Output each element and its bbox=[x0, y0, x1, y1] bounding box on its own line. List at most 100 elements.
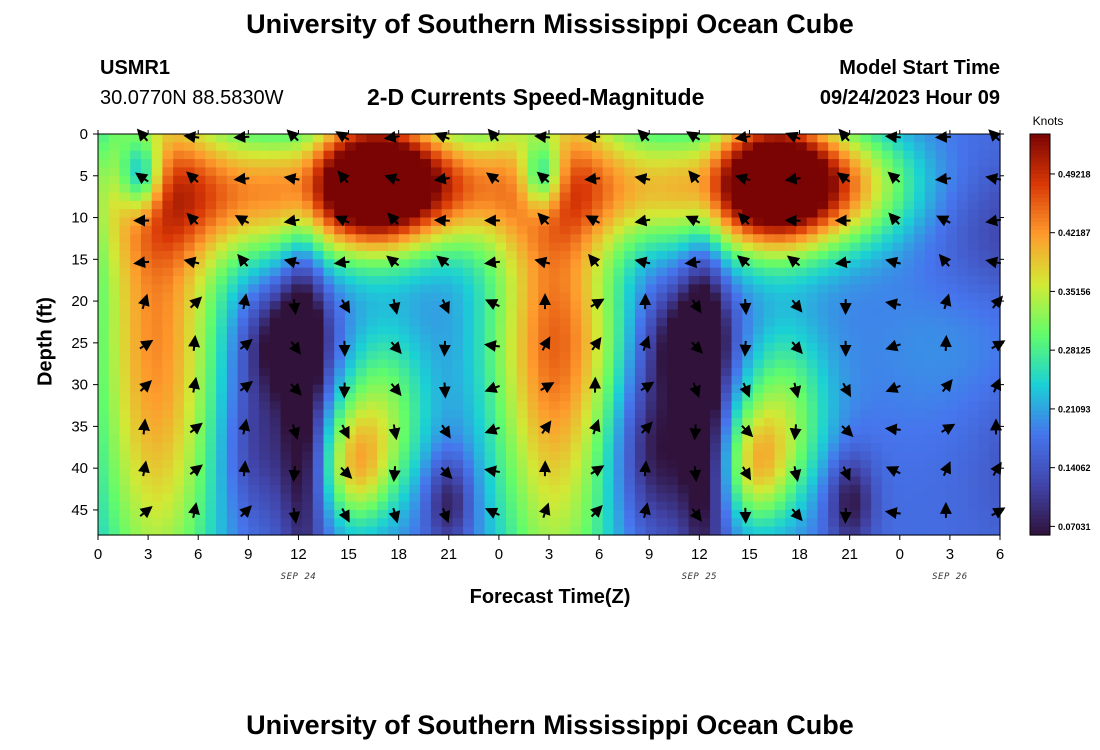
heatmap-cell bbox=[892, 484, 904, 494]
colorbar-segment bbox=[1030, 354, 1050, 360]
heatmap-cell bbox=[506, 234, 518, 244]
heatmap-cell bbox=[613, 468, 625, 478]
heatmap-cell bbox=[806, 384, 819, 394]
heatmap-cell bbox=[194, 284, 206, 294]
heatmap-cell bbox=[506, 217, 518, 227]
heatmap-cell bbox=[967, 451, 980, 461]
heatmap-cell bbox=[613, 401, 625, 411]
heatmap-cell bbox=[978, 317, 990, 327]
heatmap-cell bbox=[430, 259, 443, 269]
heatmap-cell bbox=[624, 326, 636, 336]
heatmap-cell bbox=[248, 234, 260, 244]
heatmap-cell bbox=[924, 376, 937, 386]
heatmap-cell bbox=[516, 476, 529, 486]
heatmap-cell bbox=[194, 242, 206, 252]
heatmap-cell bbox=[441, 242, 453, 252]
heatmap-cell bbox=[226, 334, 239, 344]
heatmap-cell bbox=[140, 418, 153, 427]
heatmap-cell bbox=[151, 451, 164, 461]
heatmap-cell bbox=[817, 501, 829, 511]
heatmap-cell bbox=[763, 167, 776, 177]
heatmap-cell bbox=[785, 167, 797, 177]
heatmap-cell bbox=[119, 250, 131, 260]
heatmap-cell bbox=[946, 167, 958, 177]
heatmap-cell bbox=[291, 175, 303, 185]
heatmap-cell bbox=[409, 242, 421, 252]
heatmap-cell bbox=[312, 250, 325, 260]
heatmap-cell bbox=[903, 184, 915, 194]
heatmap-cell bbox=[785, 409, 797, 419]
heatmap-cell bbox=[688, 150, 700, 160]
heatmap-cell bbox=[387, 493, 400, 503]
heatmap-cell bbox=[323, 200, 335, 210]
heatmap-cell bbox=[549, 509, 561, 519]
heatmap-cell bbox=[903, 384, 915, 394]
heatmap-cell bbox=[774, 342, 786, 352]
heatmap-cell bbox=[838, 317, 851, 327]
heatmap-cell bbox=[344, 518, 357, 528]
heatmap-cell bbox=[205, 334, 217, 344]
heatmap-cell bbox=[216, 434, 228, 444]
heatmap-cell bbox=[634, 359, 647, 369]
heatmap-cell bbox=[881, 267, 894, 277]
heatmap-cell bbox=[441, 518, 453, 528]
heatmap-cell bbox=[194, 192, 206, 202]
heatmap-cell bbox=[677, 409, 690, 419]
heatmap-cell bbox=[216, 392, 228, 402]
heatmap-cell bbox=[377, 301, 389, 311]
heatmap-cell bbox=[495, 292, 507, 302]
heatmap-cell bbox=[957, 175, 969, 185]
heatmap-cell bbox=[119, 484, 131, 494]
heatmap-cell bbox=[302, 150, 314, 160]
heatmap-cell bbox=[581, 284, 593, 294]
heatmap-cell bbox=[409, 493, 421, 503]
heatmap-cell bbox=[881, 234, 894, 244]
heatmap-cell bbox=[849, 459, 862, 469]
heatmap-cell bbox=[677, 200, 690, 210]
heatmap-cell bbox=[226, 384, 239, 394]
heatmap-cell bbox=[667, 434, 679, 444]
heatmap-cell bbox=[978, 276, 990, 285]
heatmap-cell bbox=[441, 167, 453, 177]
heatmap-cell bbox=[881, 351, 894, 361]
heatmap-cell bbox=[613, 225, 625, 235]
current-arrow bbox=[784, 172, 801, 185]
heatmap-cell bbox=[903, 134, 915, 143]
heatmap-cell bbox=[849, 476, 862, 486]
heatmap-cell bbox=[914, 209, 926, 219]
current-arrow bbox=[991, 507, 1006, 519]
heatmap-cell bbox=[570, 476, 582, 486]
current-arrow bbox=[239, 338, 253, 352]
heatmap-cell bbox=[269, 376, 282, 386]
heatmap-cell bbox=[323, 167, 335, 177]
heatmap-cell bbox=[205, 309, 217, 319]
heatmap-cell bbox=[312, 309, 325, 319]
heatmap-cell bbox=[677, 142, 690, 152]
heatmap-cell bbox=[720, 175, 733, 185]
heatmap-cell bbox=[613, 392, 625, 402]
heatmap-cell bbox=[892, 250, 904, 260]
heatmap-cell bbox=[849, 426, 862, 436]
heatmap-cell bbox=[549, 234, 561, 244]
heatmap-cell bbox=[98, 367, 110, 377]
heatmap-cell bbox=[237, 476, 249, 486]
heatmap-cell bbox=[860, 451, 872, 461]
heatmap-cell bbox=[774, 493, 786, 503]
heatmap-cell bbox=[806, 259, 819, 269]
colorbar-segment bbox=[1030, 378, 1050, 384]
heatmap-cell bbox=[742, 200, 754, 210]
heatmap-cell bbox=[302, 443, 314, 453]
heatmap-cell bbox=[119, 459, 131, 469]
heatmap-cell bbox=[183, 326, 196, 336]
heatmap-cell bbox=[806, 292, 819, 302]
heatmap-cell bbox=[323, 518, 335, 528]
heatmap-cell bbox=[903, 276, 915, 285]
heatmap-cell bbox=[806, 359, 819, 369]
heatmap-cell bbox=[645, 476, 657, 486]
heatmap-cell bbox=[989, 484, 1001, 494]
heatmap-cell bbox=[302, 134, 314, 143]
heatmap-cell bbox=[989, 192, 1001, 202]
heatmap-cell bbox=[710, 250, 722, 260]
heatmap-cell bbox=[989, 142, 1001, 152]
heatmap-cell bbox=[688, 309, 700, 319]
